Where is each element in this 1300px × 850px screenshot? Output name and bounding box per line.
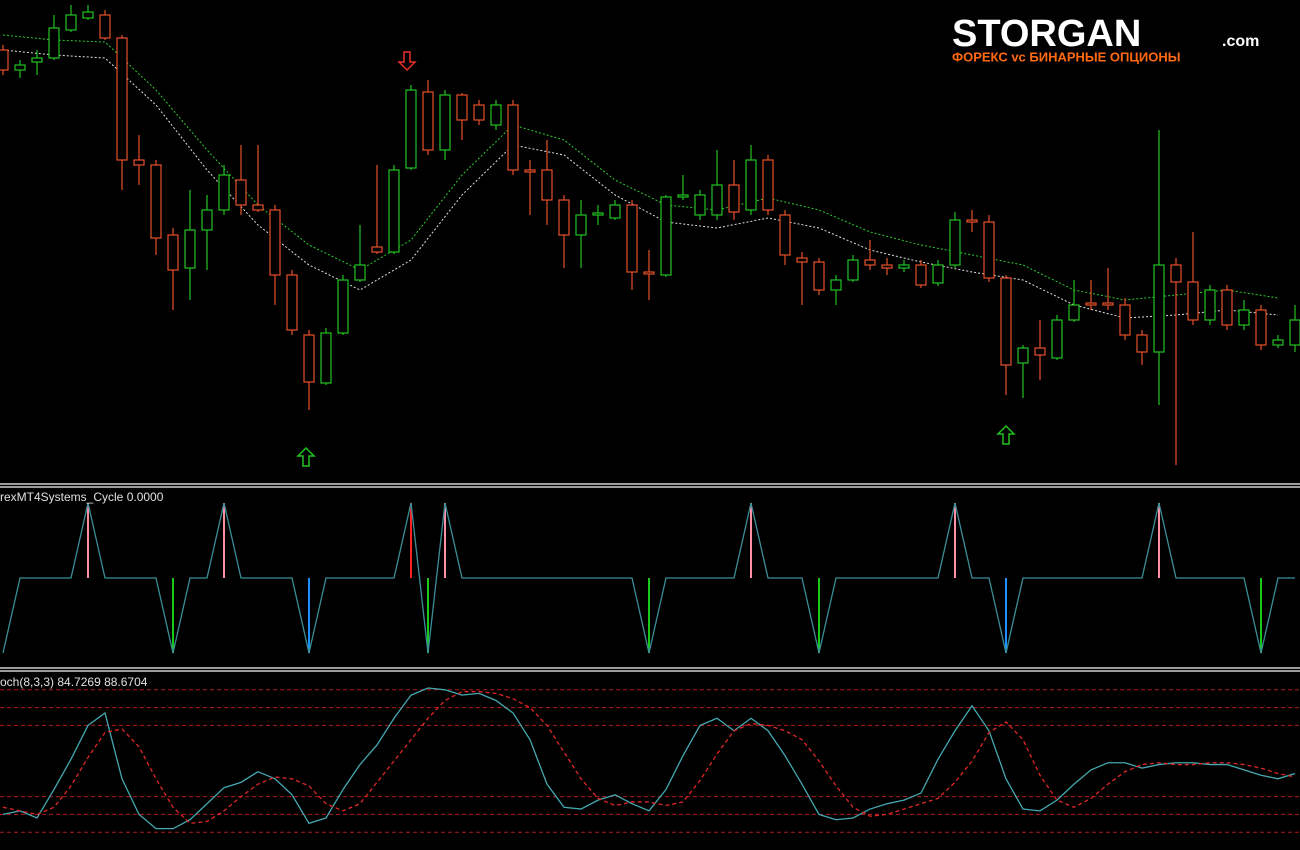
candle-body bbox=[1017, 347, 1029, 364]
candle-body bbox=[1034, 347, 1046, 356]
logo-tagline: ФОРЕКС vс БИНАРНЫЕ ОПЦИОНЫ bbox=[952, 49, 1180, 64]
cycle-panel bbox=[2, 502, 1295, 654]
candle-body bbox=[354, 264, 366, 281]
candle-body bbox=[949, 219, 961, 266]
candle-body bbox=[1000, 277, 1012, 366]
candle-body bbox=[694, 194, 706, 216]
candle-body bbox=[1238, 309, 1250, 326]
candle-body bbox=[507, 104, 519, 171]
candle-body bbox=[881, 264, 893, 269]
candle-body bbox=[218, 174, 230, 211]
candle-body bbox=[116, 37, 128, 161]
candle-body bbox=[1068, 304, 1080, 321]
moving-average bbox=[2, 49, 1279, 319]
candle-body bbox=[609, 204, 621, 219]
candle-body bbox=[303, 334, 315, 383]
candle-body bbox=[592, 212, 604, 216]
sell-arrow bbox=[397, 51, 417, 72]
candle-body bbox=[660, 196, 672, 276]
candle-body bbox=[813, 261, 825, 291]
candle-body bbox=[269, 209, 281, 276]
candle-body bbox=[847, 259, 859, 281]
candle-body bbox=[983, 221, 995, 279]
candle-body bbox=[932, 264, 944, 284]
candle-body bbox=[422, 91, 434, 151]
candle-body bbox=[1187, 281, 1199, 321]
candle-body bbox=[456, 94, 468, 121]
candle-body bbox=[1255, 309, 1267, 346]
candle-body bbox=[898, 264, 910, 269]
candle-body bbox=[864, 259, 876, 266]
logo-name: STORGAN bbox=[952, 13, 1141, 55]
candle-body bbox=[541, 169, 553, 201]
candle-body bbox=[711, 184, 723, 216]
candle-body bbox=[371, 246, 383, 253]
indicator-line bbox=[2, 687, 1296, 830]
indicator-label: och(8,3,3) 84.7269 88.6704 bbox=[0, 675, 148, 689]
candle-body bbox=[133, 159, 145, 166]
candle-body bbox=[643, 271, 655, 275]
candle-body bbox=[762, 159, 774, 211]
candle-body bbox=[405, 89, 417, 169]
candle-body bbox=[558, 199, 570, 236]
buy-arrow bbox=[296, 446, 316, 467]
candle-body bbox=[235, 179, 247, 206]
candle-body bbox=[1119, 304, 1131, 336]
price-panel bbox=[0, 5, 1300, 465]
indicator-line bbox=[2, 690, 1296, 824]
candle-body bbox=[473, 104, 485, 121]
indicator-line bbox=[2, 502, 1295, 654]
candle-body bbox=[1289, 319, 1300, 346]
candle-body bbox=[439, 94, 451, 151]
candle-body bbox=[966, 219, 978, 223]
candle-body bbox=[1085, 302, 1097, 306]
candle-body bbox=[14, 64, 26, 71]
candle-body bbox=[150, 164, 162, 239]
candle-body bbox=[337, 279, 349, 334]
candle-body bbox=[490, 104, 502, 126]
candle-body bbox=[728, 184, 740, 213]
buy-arrow bbox=[996, 424, 1016, 445]
candle-body bbox=[82, 11, 94, 19]
candle-body bbox=[201, 209, 213, 231]
logo-suffix: .com bbox=[1222, 33, 1259, 50]
candle-body bbox=[1170, 264, 1182, 283]
candle-body bbox=[286, 274, 298, 331]
stoch-panel bbox=[0, 687, 1300, 833]
candle-body bbox=[1272, 339, 1284, 346]
candle-body bbox=[575, 214, 587, 236]
candle-body bbox=[915, 264, 927, 286]
candle-body bbox=[626, 204, 638, 273]
candle-body bbox=[745, 159, 757, 211]
candle-body bbox=[1102, 302, 1114, 306]
candle-body bbox=[65, 14, 77, 31]
candle-body bbox=[320, 332, 332, 384]
candle-body bbox=[99, 14, 111, 39]
indicator-label: rexMT4Systems_Cycle 0.0000 bbox=[0, 490, 164, 504]
candle-body bbox=[31, 57, 43, 63]
candle-body bbox=[1153, 264, 1165, 353]
candle-body bbox=[1221, 289, 1233, 326]
candle-body bbox=[830, 279, 842, 291]
candle-body bbox=[167, 234, 179, 271]
candle-body bbox=[252, 204, 264, 211]
candle-body bbox=[48, 27, 60, 59]
candle-body bbox=[1051, 319, 1063, 359]
candle-body bbox=[1136, 334, 1148, 353]
candle-body bbox=[796, 257, 808, 263]
candle-body bbox=[184, 229, 196, 269]
candle-body bbox=[1204, 289, 1216, 321]
candle-body bbox=[0, 49, 9, 71]
candle-body bbox=[779, 214, 791, 256]
candle-body bbox=[388, 169, 400, 253]
candle-body bbox=[677, 194, 689, 198]
candle-body bbox=[524, 169, 536, 173]
